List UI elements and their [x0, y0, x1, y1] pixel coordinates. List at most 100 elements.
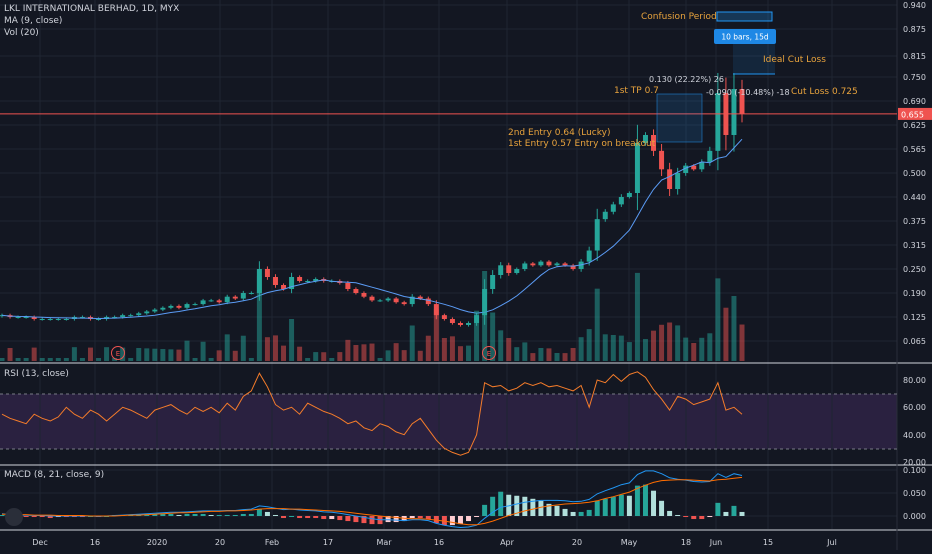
candle — [554, 263, 560, 266]
candle — [297, 277, 303, 281]
rsi-band — [0, 394, 897, 449]
candle — [602, 211, 608, 220]
macd-histogram-bar — [441, 516, 447, 526]
y-tick-label: 0.500 — [903, 169, 926, 178]
candle — [417, 296, 423, 299]
candle — [642, 135, 648, 143]
candle — [675, 173, 681, 189]
volume-bar — [208, 358, 214, 361]
annotation-ideal-cut-loss: Ideal Cut Loss — [763, 55, 826, 65]
volume-bar — [731, 296, 737, 361]
annotation-first-entry: 1st Entry 0.57 Entry on breakout — [508, 139, 656, 149]
candle — [192, 304, 198, 306]
volume-bar — [345, 339, 351, 361]
candle — [353, 289, 359, 293]
candle — [634, 143, 640, 193]
volume-bar — [626, 342, 632, 361]
rsi-tick-label: 60.00 — [903, 403, 926, 412]
candle — [610, 204, 616, 212]
candle — [683, 165, 689, 173]
macd-histogram-bar — [313, 516, 319, 519]
volume-bar — [538, 348, 544, 361]
volume-bar — [232, 350, 238, 361]
candle — [618, 197, 624, 205]
volume-bar — [289, 319, 295, 361]
macd-histogram-bar — [409, 516, 415, 519]
annotation-cut-loss: Cut Loss 0.725 — [791, 87, 858, 97]
volume-bar — [618, 335, 624, 361]
candle — [594, 219, 600, 251]
macd-histogram-bar — [353, 516, 359, 523]
macd-histogram-bar — [642, 484, 648, 516]
candle — [739, 89, 745, 114]
macd-histogram-bar — [707, 516, 713, 518]
y-tick-label: 0.815 — [903, 52, 926, 61]
macd-histogram-bar — [39, 516, 45, 518]
volume-bar — [659, 324, 665, 361]
macd-histogram-bar — [570, 511, 576, 516]
candle — [23, 317, 29, 318]
vol-legend[interactable]: Vol (20) — [4, 28, 39, 38]
symbol-title: LKL INTERNATIONAL BERHAD, 1D, MYX — [4, 4, 180, 14]
annotation-confusion-period: Confusion Period — [641, 12, 717, 22]
volume-bar — [79, 358, 85, 361]
macd-histogram-bar — [289, 516, 295, 517]
candle — [79, 317, 85, 318]
volume-bar — [546, 348, 552, 361]
volume-bar — [248, 358, 254, 361]
macd-histogram-bar — [610, 496, 616, 516]
macd-histogram-bar — [47, 516, 53, 519]
y-tick-label: 0.065 — [903, 337, 926, 346]
volume-bar — [498, 330, 504, 361]
y-tick-label: 0.750 — [903, 73, 926, 82]
ma-legend[interactable]: MA (9, close) — [4, 16, 63, 26]
volume-bar — [23, 358, 29, 361]
macd-histogram-bar — [457, 516, 463, 525]
confusion-period-box — [716, 11, 773, 22]
y-tick-label: 0.625 — [903, 121, 926, 130]
candle — [707, 150, 713, 162]
macd-histogram-bar — [208, 514, 214, 516]
volume-bar — [651, 330, 657, 361]
macd-histogram-bar — [337, 516, 343, 521]
macd-histogram-bar — [184, 513, 190, 516]
candle — [393, 298, 399, 303]
volume-bar — [449, 336, 455, 361]
macd-tick-label: 0.100 — [903, 466, 926, 475]
macd-histogram-bar — [305, 516, 311, 519]
candle — [136, 313, 142, 316]
candle — [168, 305, 174, 308]
volume-bar — [313, 352, 319, 361]
candle — [15, 317, 21, 318]
candle — [530, 263, 536, 266]
macd-tick-label: 0.050 — [903, 489, 926, 498]
volume-bar — [329, 358, 335, 361]
volume-bar — [200, 341, 206, 361]
date-range-area — [733, 44, 775, 74]
macd-histogram-bar — [530, 498, 536, 516]
rsi-legend[interactable]: RSI (13, close) — [4, 369, 69, 379]
x-tick-label: Jun — [709, 538, 723, 547]
macd-histogram-bar — [522, 496, 528, 516]
annotation-first-tp: 1st TP 0.7 — [614, 86, 659, 96]
y-tick-label: 0.375 — [903, 217, 926, 226]
earnings-marker — [482, 346, 496, 360]
macd-histogram-bar — [369, 516, 375, 525]
volume-bar — [321, 352, 327, 361]
macd-histogram-bar — [63, 516, 69, 518]
candle — [216, 300, 222, 303]
earnings-marker-label: E — [116, 350, 120, 358]
volume-bar — [393, 343, 399, 361]
earnings-marker — [111, 346, 125, 360]
candle — [313, 279, 319, 281]
volume-bar — [7, 348, 13, 361]
macd-legend[interactable]: MACD (8, 21, close, 9) — [4, 470, 105, 480]
volume-bar — [15, 358, 21, 361]
x-tick-label: 20 — [572, 538, 582, 547]
volume-bar — [216, 350, 222, 361]
y-tick-label: 0.190 — [903, 289, 926, 298]
measure-gain-label: 0.130 (22.22%) 26 — [649, 75, 724, 84]
x-tick-label: 15 — [763, 538, 773, 547]
